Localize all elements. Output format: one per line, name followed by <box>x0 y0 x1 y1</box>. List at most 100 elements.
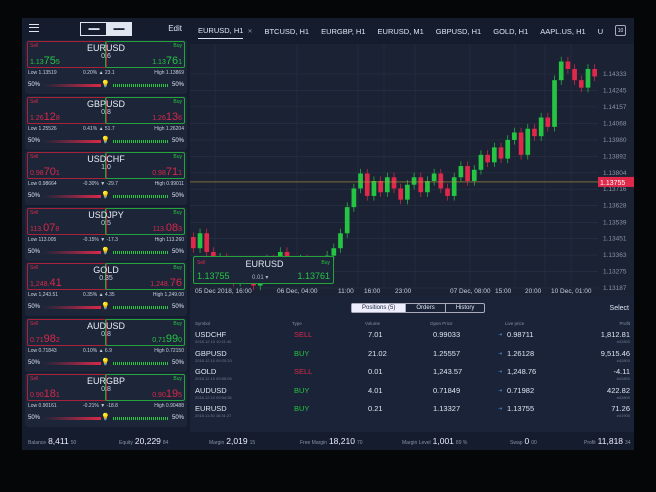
price-pre: 1.26 <box>30 114 44 122</box>
tab-chart[interactable]: GBPUSD, H1 <box>435 26 482 36</box>
buy-button[interactable] <box>105 207 185 235</box>
sell-price[interactable]: 0.90181 <box>30 388 60 400</box>
buy-price[interactable]: 0.90195 <box>152 388 182 400</box>
buy-price[interactable]: 0.71990 <box>152 333 182 345</box>
live-price: 0.98711 <box>507 330 534 339</box>
buy-sentiment-bar <box>113 195 168 198</box>
watchlist-card[interactable]: Sell Buy USDCHF 1.0 0.98701 0.98711 Low 0.9866… <box>25 151 187 205</box>
volume: 4.01 <box>368 385 383 395</box>
sell-button[interactable] <box>27 207 107 235</box>
summary-label: Equity <box>119 440 133 446</box>
candle <box>391 177 397 189</box>
candle <box>331 248 337 256</box>
buy-price[interactable]: 113.083 <box>153 222 182 234</box>
buy-button[interactable] <box>105 41 185 68</box>
candle <box>411 177 417 185</box>
tab-chart[interactable]: GOLD, H1 <box>493 26 529 36</box>
close-tab-icon[interactable]: ✕ <box>247 28 253 35</box>
sell-button[interactable] <box>27 374 107 401</box>
current-price-badge <box>598 176 634 187</box>
price-big: 71 <box>165 166 179 178</box>
buy-button[interactable]: 1.13761 <box>297 271 330 281</box>
positions-panel: Positions (5) Orders History Select Symb… <box>190 298 634 432</box>
summary-decimals: 89 % <box>455 440 468 446</box>
buy-button[interactable] <box>105 263 185 290</box>
menu-icon[interactable] <box>29 24 39 32</box>
tab-chart[interactable]: AAPL.US, H1 <box>540 26 586 36</box>
buy-price[interactable]: 1,248.76 <box>150 277 182 289</box>
watchlist-card[interactable]: Sell Buy EURUSD 0.6 1.13755 1.13761 Low 1.1351… <box>25 40 187 94</box>
tab-chart[interactable]: U <box>597 26 604 36</box>
candle <box>565 61 571 69</box>
tab-orders[interactable]: Orders <box>405 304 444 312</box>
sell-price[interactable]: 1.26128 <box>30 111 60 123</box>
price-big: 76 <box>169 277 182 289</box>
symbol-name: USDJPY <box>88 209 124 220</box>
tab-chart[interactable]: EURGBP, H1 <box>321 26 366 36</box>
select-button[interactable]: Select <box>609 305 629 312</box>
account-summary-bar: Balance 8,411 50 Equity 20,229 84 Margin 2,019 1… <box>22 432 634 450</box>
buy-button[interactable] <box>105 374 185 401</box>
watchlist-card[interactable]: Sell Buy EURGBP 0.8 0.90181 0.90195 Low 0.9016… <box>25 373 187 427</box>
table-row[interactable]: USDCHF 2018.12.10 10:11:40 SELL 7.01 0.99033… <box>190 328 634 347</box>
sell-button[interactable] <box>27 152 107 179</box>
tab-count-button[interactable]: 10 <box>615 25 626 36</box>
sell-sentiment-bar <box>43 195 101 198</box>
tab-history[interactable]: History <box>444 304 485 312</box>
sell-button[interactable] <box>27 318 107 346</box>
buy-price[interactable]: 1.13761 <box>152 55 182 67</box>
buy-price[interactable]: 0.98711 <box>152 166 182 178</box>
sell-button[interactable] <box>27 263 107 290</box>
symbol-name: GBPUSD <box>86 98 125 109</box>
edit-button[interactable]: Edit <box>168 24 182 33</box>
profit: 71.26 <box>611 404 630 413</box>
price-big: 08 <box>165 221 179 234</box>
sell-button[interactable] <box>27 96 107 124</box>
watchlist-card[interactable]: Sell Buy USDJPY 0.5 113.078 113.083 Low 113.00… <box>25 206 187 261</box>
tab-chart[interactable]: BTCUSD, H1 <box>264 26 310 36</box>
column-header: Open Price <box>430 321 453 326</box>
buy-sentiment: 50% <box>171 193 184 199</box>
sell-price[interactable]: 1.13755 <box>30 55 60 67</box>
table-row[interactable]: GOLD 2018.12.10 09:05:09 SELL 0.01 1,243.57 ⇥… <box>190 365 634 384</box>
symbol-name: USDCHF <box>87 154 125 164</box>
watchlist-card[interactable]: Sell Buy GBPUSD 0.8 1.26128 1.26136 Low 1.2552… <box>25 95 187 150</box>
sell-price[interactable]: 0.98701 <box>30 166 60 178</box>
buy-button[interactable] <box>105 318 185 346</box>
buy-price[interactable]: 1.26136 <box>152 111 182 123</box>
volume-select[interactable]: 0.01 ▾ <box>252 275 269 281</box>
price-chart[interactable]: 1.14333 1.14245 1.14157 1.14068 1.13980 1.138… <box>190 44 634 298</box>
price-post: 0 <box>178 336 182 344</box>
view-toggle[interactable]: ▬▬ ▬▬ <box>80 22 132 36</box>
summary-decimals: 84 <box>162 440 169 446</box>
table-row[interactable]: AUDUSD 2018.12.10 09:04:36 BUY 4.01 0.71849 ⇥… <box>190 384 634 403</box>
sell-button[interactable] <box>27 41 107 68</box>
tab-positions[interactable]: Positions (5) <box>352 304 406 312</box>
sell-price[interactable]: 113.078 <box>30 222 59 234</box>
symbol-name: GOLD <box>93 265 119 275</box>
table-row[interactable]: EURUSD 2018.11.30 16:31:27 BUY 0.21 1.13327 ⇥… <box>190 402 634 421</box>
table-row[interactable]: GBPUSD 2018.12.10 09:20:33 BUY 21.02 1.25557… <box>190 347 634 366</box>
candle <box>592 68 597 77</box>
compact-view-button[interactable]: ▬▬ <box>88 26 100 32</box>
sell-price[interactable]: 0.71982 <box>30 333 60 345</box>
live-price: 1.26128 <box>507 348 535 358</box>
watchlist-card[interactable]: Sell Buy GOLD 0.35 1,248.41 1,248.76 Low 1,243… <box>25 262 187 316</box>
buy-button[interactable] <box>105 152 185 179</box>
price-pre: 0.98 <box>152 170 166 177</box>
sell-sentiment-bar <box>43 250 101 254</box>
watchlist-card[interactable]: Sell Buy AUDUSD 0.8 0.71982 0.71990 Low 0.7184… <box>25 317 187 372</box>
price-post: 2 <box>55 336 60 344</box>
candle <box>545 117 551 127</box>
sell-button[interactable]: 1.13755 <box>197 271 230 281</box>
buy-button[interactable] <box>105 96 185 124</box>
column-header: Live price <box>505 321 525 326</box>
candle <box>498 147 504 159</box>
price-big: 75 <box>43 55 56 67</box>
daily-low: Low 0.98664 <box>28 181 57 187</box>
sell-price[interactable]: 1,248.41 <box>30 277 62 289</box>
price-axis-label: 1.13804 <box>603 170 627 177</box>
tab-chart[interactable]: EURUSD, M1 <box>377 26 424 36</box>
tab-chart[interactable]: EURUSD, H1 <box>198 23 244 39</box>
full-view-button[interactable]: ▬▬ <box>106 23 131 35</box>
